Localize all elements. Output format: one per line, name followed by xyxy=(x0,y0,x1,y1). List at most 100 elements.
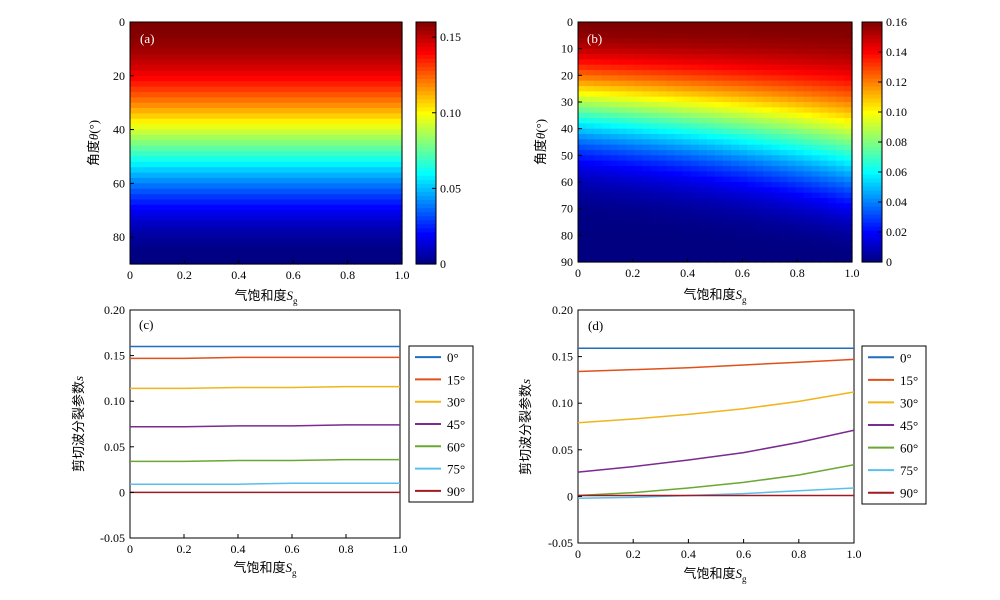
x-axis-label-a: 气饱和度Sg xyxy=(234,288,298,306)
heatmap-cell xyxy=(266,59,275,66)
heatmap-cell xyxy=(787,123,797,130)
heatmap-cell xyxy=(250,167,259,174)
heatmap-cell xyxy=(218,226,227,233)
heatmap-cell xyxy=(706,182,716,188)
heatmap-cell xyxy=(162,161,171,168)
heatmap-cell xyxy=(154,54,163,61)
heatmap-cell xyxy=(723,134,732,140)
heatmap-cell xyxy=(610,112,619,119)
heatmap-cell xyxy=(154,204,163,211)
heatmap-cell xyxy=(130,118,139,125)
heatmap-cell xyxy=(346,27,355,34)
heatmap-cell xyxy=(178,86,187,93)
heatmap-cell xyxy=(146,199,155,206)
heatmap-cell xyxy=(795,128,805,135)
heatmap-cell xyxy=(642,22,652,28)
heatmap-cell xyxy=(803,219,813,226)
heatmap-cell xyxy=(386,210,395,217)
heatmap-cell xyxy=(322,124,331,131)
heatmap-cell xyxy=(146,43,155,50)
heatmap-cell xyxy=(234,38,243,45)
heatmap-cell xyxy=(130,231,139,238)
colorbar-swatch xyxy=(862,246,882,251)
heatmap-cell xyxy=(771,150,781,156)
heatmap-cell xyxy=(394,27,403,34)
heatmap-cell xyxy=(811,70,821,76)
heatmap-cell xyxy=(843,22,853,28)
heatmap-cell xyxy=(258,140,267,147)
heatmap-cell xyxy=(618,112,627,119)
heatmap-cell xyxy=(194,70,203,77)
heatmap-cell xyxy=(698,198,708,204)
colorbar-swatch xyxy=(416,199,436,205)
legend-label: 75° xyxy=(900,463,918,478)
heatmap-cell xyxy=(250,38,259,45)
heatmap-cell xyxy=(763,251,773,258)
heatmap-cell xyxy=(795,134,805,140)
heatmap-cell xyxy=(210,129,219,136)
heatmap-cell xyxy=(706,48,716,55)
heatmap-cell xyxy=(586,176,595,183)
heatmap-cell xyxy=(194,113,203,120)
heatmap-cell xyxy=(787,54,797,60)
heatmap-cell xyxy=(234,188,243,195)
heatmap-cell xyxy=(362,194,371,201)
heatmap-cell xyxy=(138,151,147,158)
heatmap-cell xyxy=(266,183,275,190)
heatmap-cell xyxy=(747,80,756,87)
heatmap-cell xyxy=(394,91,403,98)
heatmap-cell xyxy=(258,188,267,195)
heatmap-cell xyxy=(626,166,636,172)
heatmap-cell xyxy=(827,118,837,124)
heatmap-cell xyxy=(787,112,797,119)
heatmap-cell xyxy=(715,150,724,156)
heatmap-cell xyxy=(282,102,291,109)
heatmap-cell xyxy=(298,43,307,50)
heatmap-cell xyxy=(386,134,395,141)
heatmap-cell xyxy=(626,112,636,119)
heatmap-cell xyxy=(650,70,660,76)
heatmap-cell xyxy=(811,192,821,199)
colorbar-swatch xyxy=(416,231,436,237)
y-tick-label: 50 xyxy=(561,148,573,162)
heatmap-cell xyxy=(338,167,347,174)
heatmap-cell xyxy=(218,75,227,82)
lines-d xyxy=(577,347,855,500)
heatmap-cell xyxy=(602,128,611,135)
heatmap-cell xyxy=(154,38,163,45)
heatmap-cell xyxy=(322,134,331,141)
heatmap-cell xyxy=(178,258,187,265)
heatmap-cell xyxy=(322,210,331,217)
heatmap-cell xyxy=(282,231,291,238)
heatmap-cell xyxy=(835,240,845,247)
heatmap-cell xyxy=(306,161,315,168)
heatmap-cell xyxy=(130,81,139,88)
colorbar-swatch xyxy=(416,74,436,80)
heatmap-cell xyxy=(378,183,387,190)
heatmap-cell xyxy=(346,108,355,115)
heatmap-cell xyxy=(282,43,291,50)
heatmap-cell xyxy=(346,129,355,136)
heatmap-cell xyxy=(242,172,251,179)
heatmap-cell xyxy=(346,231,355,238)
heatmap-cell xyxy=(779,54,789,60)
heatmap-cell xyxy=(739,54,748,60)
heatmap-cell xyxy=(234,220,243,227)
heatmap-cell xyxy=(378,134,387,141)
heatmap-cell xyxy=(755,43,764,50)
heatmap-cell xyxy=(658,224,668,231)
heatmap-cell xyxy=(338,102,347,109)
heatmap-cell xyxy=(803,144,813,151)
heatmap-cell xyxy=(747,107,756,114)
heatmap-cell xyxy=(162,54,171,61)
heatmap-cell xyxy=(666,171,676,178)
heatmap-cell xyxy=(835,32,845,39)
heatmap-cell xyxy=(354,258,363,265)
heatmap-cell xyxy=(715,75,724,82)
x-tick-label: 0 xyxy=(127,542,133,556)
colorbar-swatch xyxy=(416,151,436,156)
heatmap-cell xyxy=(715,22,724,28)
heatmap-cell xyxy=(314,54,323,61)
heatmap-cell xyxy=(138,91,147,98)
heatmap-cell xyxy=(698,144,708,151)
